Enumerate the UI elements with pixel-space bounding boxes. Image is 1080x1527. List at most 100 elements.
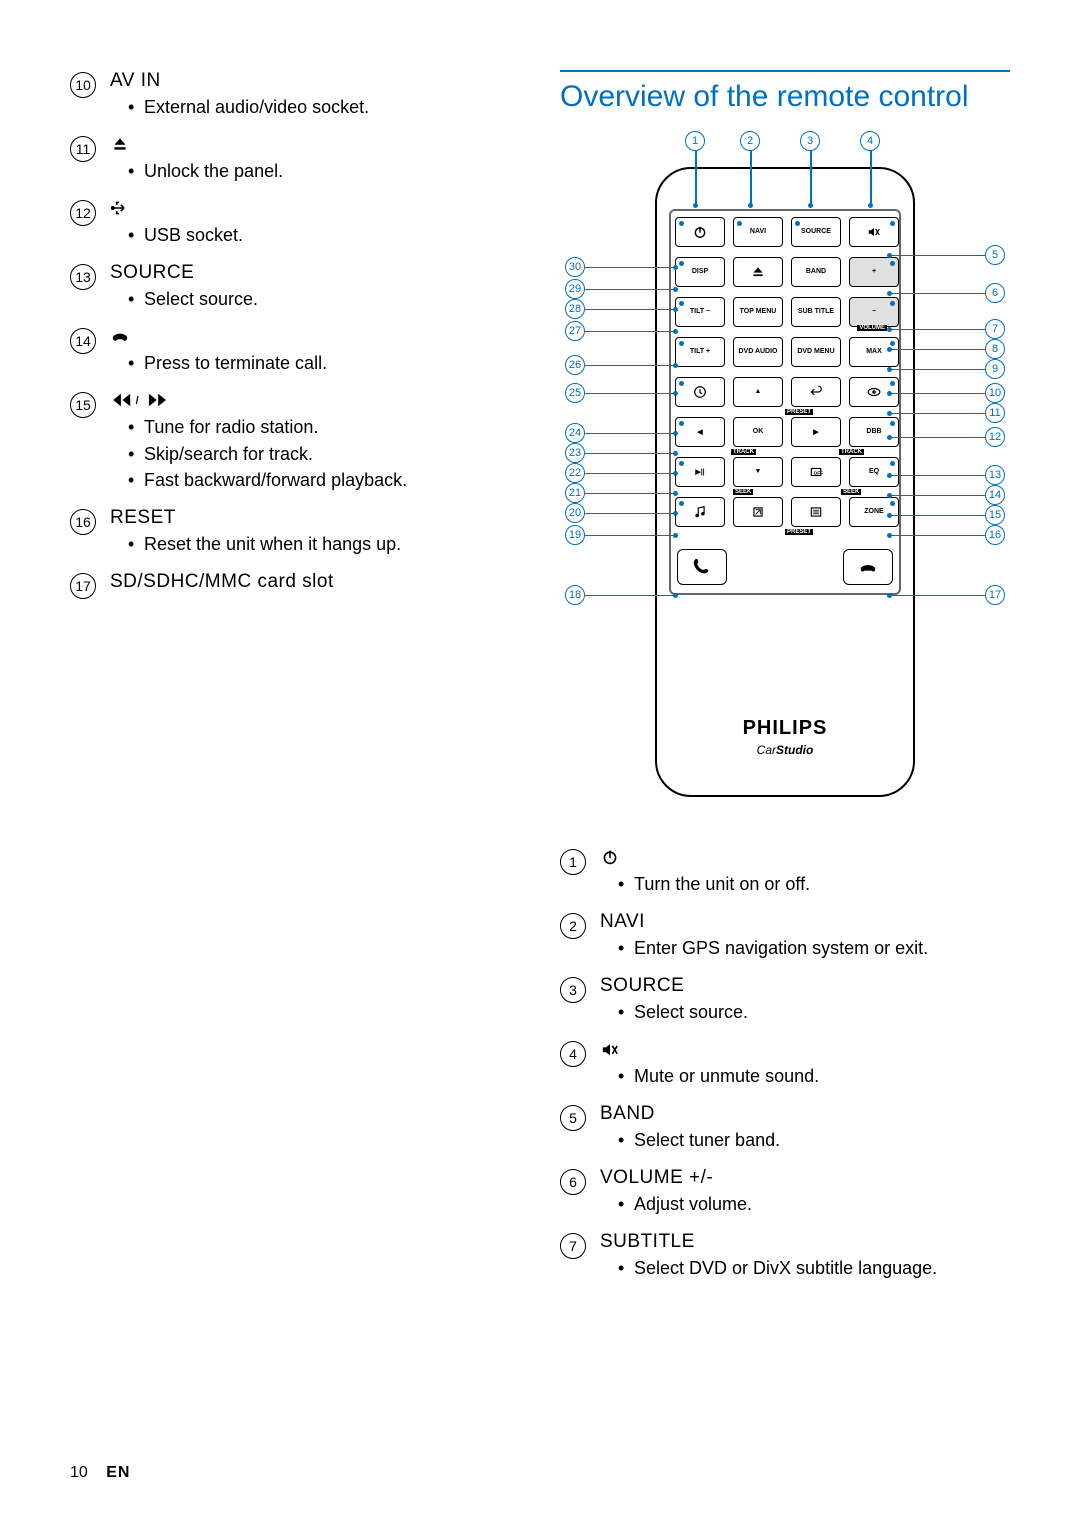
item-title	[110, 134, 520, 156]
list-item: 7 SUBTITLESelect DVD or DivX subtitle lan…	[560, 1231, 1010, 1281]
remote-button: NAVI	[733, 217, 783, 247]
page-number: 10	[70, 1464, 88, 1481]
list-item: 10 AV INExternal audio/video socket.	[70, 70, 520, 120]
remote-button: SOURCE	[791, 217, 841, 247]
item-body: SUBTITLESelect DVD or DivX subtitle lang…	[600, 1231, 1010, 1281]
remote-button	[791, 497, 841, 527]
remote-button	[733, 497, 783, 527]
callout-number: 25	[565, 383, 585, 403]
bullet: External audio/video socket.	[128, 94, 520, 120]
item-bullets: USB socket.	[110, 222, 520, 248]
item-body: SD/SDHC/MMC card slot	[110, 571, 520, 599]
svg-text:/: /	[136, 395, 139, 407]
bullet: Skip/search for track.	[128, 441, 520, 467]
item-body: NAVIEnter GPS navigation system or exit.	[600, 911, 1010, 961]
callout-number: 14	[985, 485, 1005, 505]
seek-label-r: SEEK	[841, 489, 861, 495]
remote-button: BAND	[791, 257, 841, 287]
remote-button: ▼	[733, 457, 783, 487]
item-number-badge: 17	[70, 573, 96, 599]
left-column: 10AV INExternal audio/video socket.11Unl…	[70, 70, 520, 1295]
remote-button: +	[849, 257, 899, 287]
remote-diagram: NAVI SOURCE DISP BAND + TILT − TOP MENU SUB TIT…	[565, 127, 1005, 827]
call-button-left	[677, 549, 727, 585]
remote-button: MAX	[849, 337, 899, 367]
bullet: Unlock the panel.	[128, 158, 520, 184]
bullet: Select source.	[128, 286, 520, 312]
bullet: Fast backward/forward playback.	[128, 467, 520, 493]
callout-number: 30	[565, 257, 585, 277]
item-title: NAVI	[600, 911, 1010, 933]
item-body: SOURCESelect source.	[600, 975, 1010, 1025]
item-body: RESETReset the unit when it hangs up.	[110, 507, 520, 557]
bullet: Adjust volume.	[618, 1191, 1010, 1217]
item-title: /	[110, 390, 520, 412]
list-item: 14Press to terminate call.	[70, 326, 520, 376]
svg-text:OFF: OFF	[814, 470, 823, 475]
remote-button: TOP MENU	[733, 297, 783, 327]
item-bullets: Enter GPS navigation system or exit.	[600, 935, 1010, 961]
right-column: Overview of the remote control NAVI SOURC…	[560, 70, 1010, 1295]
list-item: 6 VOLUME +/-Adjust volume.	[560, 1167, 1010, 1217]
callout-number: 1	[685, 131, 705, 151]
item-body: AV INExternal audio/video socket.	[110, 70, 520, 120]
item-number-badge: 7	[560, 1233, 586, 1259]
callout-number: 18	[565, 585, 585, 605]
subbrand-label: CarStudio	[657, 743, 913, 757]
list-item: 12USB socket.	[70, 198, 520, 248]
remote-button	[733, 257, 783, 287]
callout-number: 13	[985, 465, 1005, 485]
item-number-badge: 10	[70, 72, 96, 98]
page-lang: EN	[106, 1464, 130, 1481]
remote-button: DBB	[849, 417, 899, 447]
item-title	[600, 1039, 1010, 1061]
volume-label: VOLUME	[857, 325, 887, 331]
callout-number: 10	[985, 383, 1005, 403]
remote-button	[849, 217, 899, 247]
remote-button: ▶	[791, 417, 841, 447]
item-number-badge: 6	[560, 1169, 586, 1195]
remote-button-grid: NAVI SOURCE DISP BAND + TILT − TOP MENU SUB TIT…	[675, 217, 899, 527]
bullet: Select source.	[618, 999, 1010, 1025]
bullet: Press to terminate call.	[128, 350, 520, 376]
callout-number: 9	[985, 359, 1005, 379]
remote-button: TILT −	[675, 297, 725, 327]
item-bullets: External audio/video socket.	[110, 94, 520, 120]
section-title: Overview of the remote control	[560, 70, 1010, 115]
remote-button: OK	[733, 417, 783, 447]
remote-button: OFF	[791, 457, 841, 487]
list-item: 15/Tune for radio station.Skip/search fo…	[70, 390, 520, 492]
remote-button: DISP	[675, 257, 725, 287]
remote-button	[675, 377, 725, 407]
item-number-badge: 13	[70, 264, 96, 290]
callout-number: 19	[565, 525, 585, 545]
callout-number: 7	[985, 319, 1005, 339]
item-title	[110, 198, 520, 220]
remote-button: ▲	[733, 377, 783, 407]
list-item: 5BANDSelect tuner band.	[560, 1103, 1010, 1153]
bullet: Select DVD or DivX subtitle language.	[618, 1255, 1010, 1281]
remote-button: ◀	[675, 417, 725, 447]
callout-number: 28	[565, 299, 585, 319]
remote-button: SUB TITLE	[791, 297, 841, 327]
item-number-badge: 15	[70, 392, 96, 418]
item-body: USB socket.	[110, 198, 520, 248]
page-footer: 10 EN	[70, 1464, 130, 1482]
callout-number: 17	[985, 585, 1005, 605]
list-item: 13SOURCESelect source.	[70, 262, 520, 312]
bullet: Mute or unmute sound.	[618, 1063, 1010, 1089]
item-title: SOURCE	[600, 975, 1010, 997]
bullet: Enter GPS navigation system or exit.	[618, 935, 1010, 961]
bullet: Turn the unit on or off.	[618, 871, 1010, 897]
remote-button: DVD AUDIO	[733, 337, 783, 367]
item-body: /Tune for radio station.Skip/search for …	[110, 390, 520, 492]
callout-number: 4	[860, 131, 880, 151]
item-body: BANDSelect tuner band.	[600, 1103, 1010, 1153]
item-title: SD/SDHC/MMC card slot	[110, 571, 520, 593]
callout-number: 6	[985, 283, 1005, 303]
item-body: VOLUME +/-Adjust volume.	[600, 1167, 1010, 1217]
item-title	[110, 326, 520, 348]
remote-button: DVD MENU	[791, 337, 841, 367]
right-item-list: 1Turn the unit on or off.2NAVIEnter GPS …	[560, 847, 1010, 1282]
callout-number: 21	[565, 483, 585, 503]
